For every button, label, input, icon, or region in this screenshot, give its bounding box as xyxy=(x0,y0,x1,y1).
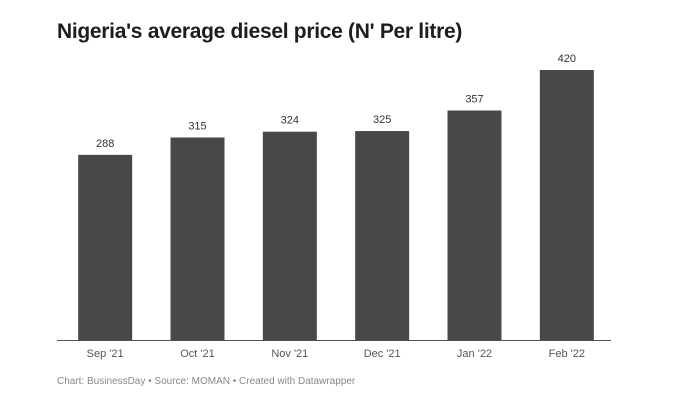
bar xyxy=(170,137,225,340)
data-label: 420 xyxy=(558,53,576,65)
bar xyxy=(447,110,502,340)
bar xyxy=(539,70,594,340)
data-label: 324 xyxy=(281,115,299,127)
bar xyxy=(78,154,133,340)
bar xyxy=(262,131,317,340)
x-tick-label: Oct '21 xyxy=(180,348,215,360)
data-label: 325 xyxy=(373,114,391,126)
x-tick-label: Jan '22 xyxy=(457,348,492,360)
chart-title: Nigeria's average diesel price (N' Per l… xyxy=(57,20,463,43)
x-tick-label: Sep '21 xyxy=(87,348,124,360)
data-label: 357 xyxy=(465,94,483,106)
data-label: 288 xyxy=(96,138,114,150)
data-label: 315 xyxy=(188,121,206,133)
bar xyxy=(355,131,410,340)
chart-footer: Chart: BusinessDay • Source: MOMAN • Cre… xyxy=(57,376,356,387)
x-tick-label: Feb '22 xyxy=(549,348,585,360)
x-tick-label: Dec '21 xyxy=(364,348,401,360)
x-tick-label: Nov '21 xyxy=(271,348,308,360)
